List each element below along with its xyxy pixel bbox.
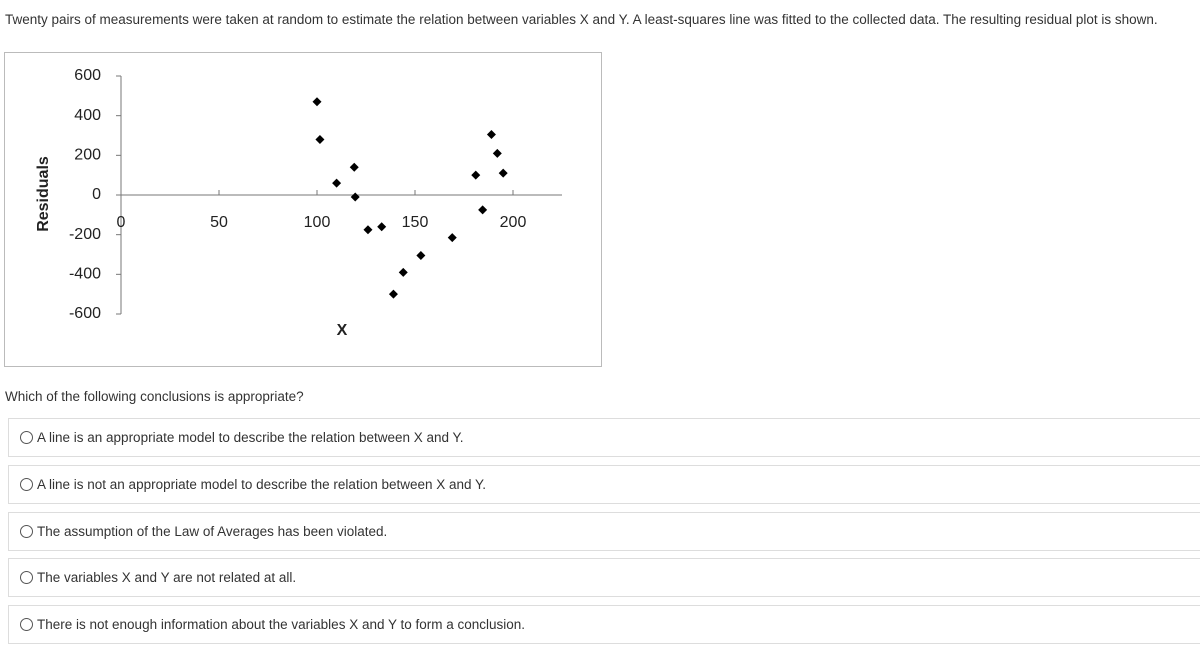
radio-button[interactable]	[20, 525, 33, 538]
point	[377, 222, 387, 232]
option-text: A line is not an appropriate model to de…	[37, 477, 487, 492]
y-tick-label: -400	[69, 266, 101, 283]
radio-button[interactable]	[20, 431, 33, 444]
option[interactable]: The assumption of the Law of Averages ha…	[8, 512, 1200, 551]
y-axis-label: Residuals	[35, 156, 52, 232]
x-tick-label: 150	[402, 214, 429, 231]
y-tick-label: -600	[69, 305, 101, 322]
radio-button[interactable]	[20, 571, 33, 584]
option[interactable]: There is not enough information about th…	[8, 605, 1200, 644]
point	[416, 250, 426, 260]
x-axis-label: X	[337, 322, 348, 339]
option[interactable]: A line is an appropriate model to descri…	[8, 418, 1200, 457]
point	[486, 130, 496, 140]
point	[471, 170, 481, 180]
point	[312, 97, 322, 107]
radio-button[interactable]	[20, 478, 33, 491]
point	[363, 225, 373, 235]
intro-text: Twenty pairs of measurements were taken …	[5, 12, 1158, 27]
option[interactable]: A line is not an appropriate model to de…	[8, 465, 1200, 504]
point	[350, 192, 360, 202]
chart: Residuals X -600 -400 -200 0 200 400 600 0 50 100…	[35, 67, 562, 339]
point	[447, 233, 457, 243]
y-tick-label: 600	[74, 67, 101, 84]
option-text: A line is an appropriate model to descri…	[37, 430, 464, 445]
y-tick-label: 0	[92, 186, 101, 203]
point	[315, 134, 325, 144]
point	[388, 289, 398, 299]
point	[349, 162, 359, 172]
point	[332, 178, 342, 188]
option-text: The assumption of the Law of Averages ha…	[37, 524, 388, 539]
question: Which of the following conclusions is ap…	[5, 389, 304, 404]
point	[398, 267, 408, 277]
option-text: The variables X and Y are not related at…	[37, 570, 297, 585]
y-tick-label: -200	[69, 226, 101, 243]
option[interactable]: The variables X and Y are not related at…	[8, 558, 1200, 597]
point	[498, 168, 508, 178]
y-tick-label: 400	[74, 107, 101, 124]
x-tick-label: 100	[304, 214, 331, 231]
y-tick-label: 200	[74, 147, 101, 164]
option-text: There is not enough information about th…	[37, 617, 526, 632]
radio-button[interactable]	[20, 618, 33, 631]
x-tick-label: 200	[500, 214, 527, 231]
point	[478, 205, 488, 215]
x-tick-label: 0	[117, 214, 126, 231]
x-tick-label: 50	[210, 214, 228, 231]
chart-box: Residuals X -600 -400 -200 0 200 400 600 0 50 100…	[4, 52, 602, 367]
point	[492, 148, 502, 158]
